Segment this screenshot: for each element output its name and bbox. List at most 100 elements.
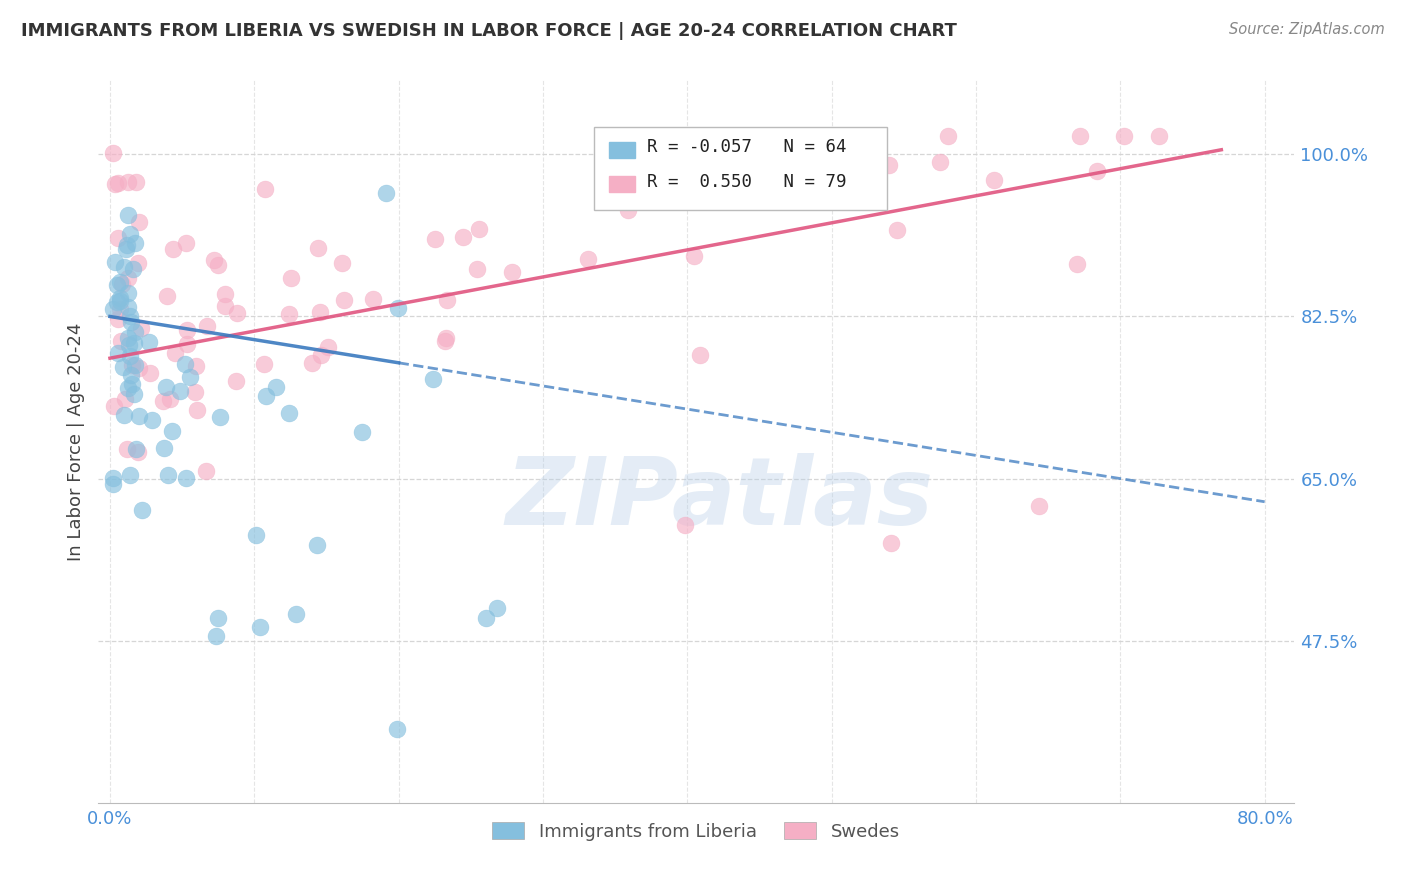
Point [350, 425, 373, 439]
Point [433, 334, 456, 348]
Point [1066, 257, 1088, 271]
Point [253, 182, 276, 196]
Point [501, 265, 523, 279]
Point [214, 287, 236, 301]
Point [162, 242, 184, 256]
Point [103, 476, 125, 491]
Point [886, 223, 908, 237]
Point [179, 370, 201, 384]
Point [127, 255, 149, 269]
Point [474, 610, 496, 624]
Point [159, 392, 181, 406]
Point [1028, 500, 1050, 514]
Point [124, 359, 146, 373]
Point [465, 261, 488, 276]
Point [105, 278, 128, 293]
Point [115, 238, 138, 252]
Point [174, 471, 197, 485]
Point [169, 384, 191, 398]
Point [125, 175, 148, 189]
Point [176, 322, 198, 336]
Point [207, 610, 229, 624]
Point [316, 340, 339, 354]
Point [617, 202, 640, 217]
Point [877, 158, 900, 172]
Point [122, 387, 145, 401]
Point [120, 368, 142, 383]
Point [254, 389, 277, 403]
Point [207, 258, 229, 272]
Point [387, 301, 409, 316]
Point [174, 236, 197, 251]
Point [205, 629, 228, 643]
Point [121, 358, 143, 372]
Point [423, 232, 446, 246]
Point [307, 241, 329, 255]
Point [101, 301, 124, 316]
Point [117, 381, 139, 395]
Point [486, 601, 509, 615]
Point [468, 222, 491, 236]
Point [436, 293, 458, 307]
Point [107, 346, 129, 360]
Point [120, 227, 142, 241]
Point [107, 177, 129, 191]
Point [184, 384, 207, 399]
Point [422, 372, 444, 386]
Point [120, 315, 142, 329]
Point [122, 262, 145, 277]
Point [103, 471, 125, 485]
Point [301, 356, 323, 370]
Point [673, 517, 696, 532]
Point [118, 309, 141, 323]
Point [104, 178, 127, 192]
Point [249, 620, 271, 634]
Point [110, 334, 132, 348]
Point [139, 367, 162, 381]
Point [107, 311, 129, 326]
Point [120, 349, 142, 363]
Point [112, 260, 135, 274]
Point [141, 413, 163, 427]
Point [309, 348, 332, 362]
Point [104, 255, 127, 269]
Point [115, 442, 138, 457]
Text: R = -0.057   N = 64: R = -0.057 N = 64 [647, 138, 846, 156]
Point [138, 335, 160, 350]
FancyBboxPatch shape [609, 177, 636, 193]
Point [208, 409, 231, 424]
Point [124, 236, 146, 251]
Point [332, 256, 354, 270]
Point [689, 348, 711, 362]
Point [111, 360, 134, 375]
Point [156, 468, 179, 483]
Point [307, 538, 329, 552]
Point [118, 468, 141, 483]
Point [110, 301, 132, 316]
Point [117, 285, 139, 300]
Point [165, 345, 187, 359]
Point [121, 377, 143, 392]
Point [128, 409, 150, 423]
Point [333, 293, 356, 307]
Point [128, 361, 150, 376]
Text: ZIPatlas: ZIPatlas [506, 453, 934, 545]
Point [277, 406, 299, 420]
Point [936, 128, 959, 143]
Text: Source: ZipAtlas.com: Source: ZipAtlas.com [1229, 22, 1385, 37]
Point [118, 338, 141, 352]
Point [1112, 128, 1135, 143]
Point [214, 299, 236, 313]
Point [117, 175, 139, 189]
Point [285, 607, 308, 621]
Point [195, 464, 218, 478]
Point [117, 270, 139, 285]
Point [152, 393, 174, 408]
Point [880, 536, 903, 550]
Point [117, 300, 139, 314]
Text: R =  0.550   N = 79: R = 0.550 N = 79 [647, 173, 846, 191]
Point [156, 289, 179, 303]
Point [278, 307, 301, 321]
Point [839, 163, 862, 178]
Point [129, 321, 152, 335]
